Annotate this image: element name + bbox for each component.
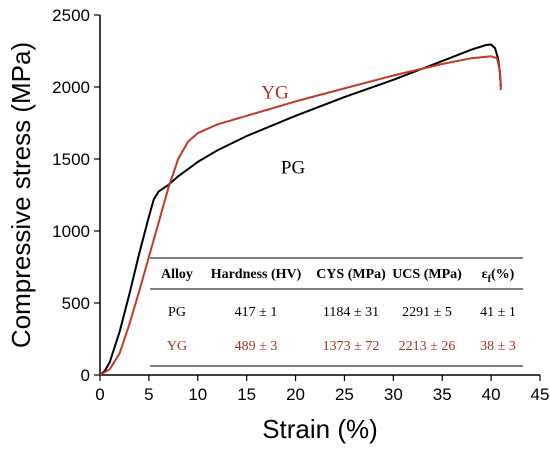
plot-frame — [99, 15, 540, 376]
series-layer — [99, 43, 502, 376]
table-cell-alloy: PG — [168, 305, 186, 320]
table-row-pg: PG 417 ± 1 1184 ± 31 2291 ± 5 41 ± 1 — [168, 305, 516, 320]
x-tick-label: 30 — [384, 385, 403, 404]
table-header-strain-sub: f — [488, 274, 492, 285]
y-tick-label: 1000 — [52, 222, 90, 241]
table-row-yg: YG 489 ± 3 1373 ± 72 2213 ± 26 38 ± 3 — [167, 339, 516, 354]
table-header-alloy: Alloy — [161, 267, 193, 282]
x-tick-label: 25 — [335, 385, 354, 404]
y-tick-label: 500 — [62, 294, 90, 313]
x-tick-label: 40 — [482, 385, 501, 404]
x-tick-label: 5 — [144, 385, 153, 404]
table-header-strain-suffix: (%) — [491, 267, 515, 282]
table-cell-strain: 38 ± 3 — [480, 339, 516, 354]
table-header-strain: εf(%) — [482, 267, 515, 285]
data-table: Alloy Hardness (HV) CYS (MPa) UCS (MPa) … — [150, 257, 523, 367]
x-axis-ticks: 0 5 10 15 20 25 30 35 40 45 — [95, 375, 549, 404]
series-annotation-yg: YG — [261, 83, 289, 104]
x-tick-label: 20 — [286, 385, 305, 404]
x-tick-label: 45 — [531, 385, 550, 404]
x-tick-label: 0 — [95, 385, 104, 404]
y-tick-label: 0 — [81, 366, 90, 385]
x-tick-label: 15 — [237, 385, 256, 404]
x-axis-label: Strain (%) — [262, 414, 378, 444]
series-line-yg — [99, 55, 502, 376]
series-line-pg — [99, 43, 502, 376]
table-header-cys: CYS (MPa) — [316, 267, 386, 282]
x-tick-label: 35 — [433, 385, 452, 404]
table-header-strain-symbol: ε — [482, 267, 488, 282]
table-header-ucs: UCS (MPa) — [392, 267, 462, 282]
table-cell-strain: 41 ± 1 — [480, 305, 516, 320]
y-tick-label: 2000 — [52, 78, 90, 97]
y-tick-label: 1500 — [52, 150, 90, 169]
y-axis-label: Compressive stress (MPa) — [6, 42, 36, 348]
y-axis-ticks: 0 500 1000 1500 2000 2500 — [52, 6, 100, 385]
series-annotation-pg: PG — [281, 157, 306, 178]
table-cell-alloy: YG — [167, 339, 187, 354]
table-cell-ucs: 2291 ± 5 — [402, 305, 452, 320]
annotation-layer: YG PG — [261, 83, 305, 179]
x-tick-label: 10 — [188, 385, 207, 404]
y-tick-label: 2500 — [52, 6, 90, 25]
table-cell-cys: 1184 ± 31 — [323, 305, 379, 320]
table-cell-hardness: 489 ± 3 — [235, 339, 278, 354]
table-cell-cys: 1373 ± 72 — [323, 339, 380, 354]
table-cell-hardness: 417 ± 1 — [235, 305, 278, 320]
table-header-hardness: Hardness (HV) — [211, 267, 302, 282]
table-cell-ucs: 2213 ± 26 — [399, 339, 456, 354]
